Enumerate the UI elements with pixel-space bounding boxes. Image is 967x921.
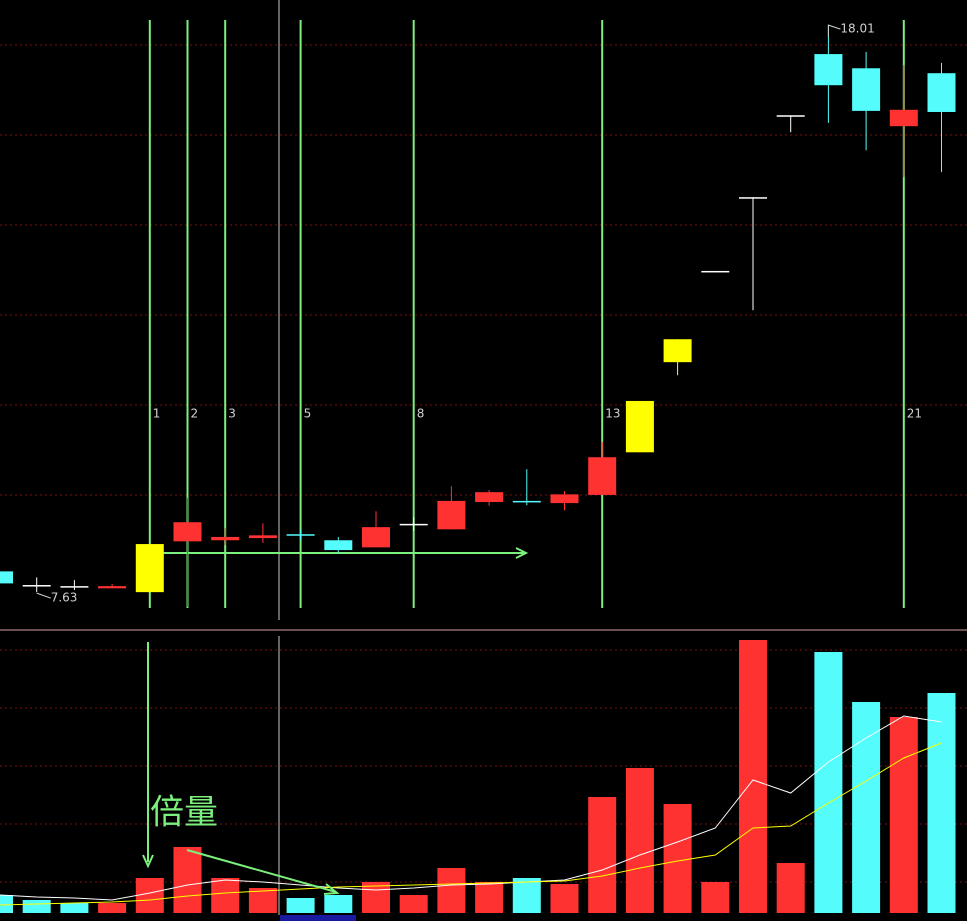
volume-bar <box>211 878 240 913</box>
candle-body <box>324 540 353 551</box>
fib-label: 2 <box>191 407 199 421</box>
volume-bar <box>22 900 51 913</box>
arrow-head <box>142 854 154 869</box>
candle-body <box>362 527 390 548</box>
candle-body <box>663 339 692 363</box>
volume-bar <box>852 702 881 913</box>
volume-bar <box>286 898 315 913</box>
candle-body <box>889 109 918 127</box>
volume-bar <box>0 895 13 913</box>
volume-bar <box>625 768 654 913</box>
volume-bar <box>98 903 127 913</box>
arrow-head <box>323 883 340 895</box>
candle-body <box>550 494 579 504</box>
label-arrow <box>827 24 841 38</box>
label-arrow <box>36 592 51 599</box>
arrow <box>186 849 337 893</box>
candle-body <box>22 585 51 587</box>
candle-body <box>625 400 654 453</box>
volume-bar <box>927 693 956 913</box>
candle-body <box>60 586 89 588</box>
status-strip <box>0 915 967 921</box>
candle-body <box>814 54 843 86</box>
volume-bar <box>889 717 918 913</box>
candle-body <box>173 522 202 542</box>
candle-body <box>739 197 767 199</box>
volume-bar <box>512 878 541 913</box>
candle-body <box>98 586 127 589</box>
candle-body <box>135 544 164 593</box>
volume-bar <box>776 863 805 913</box>
volume-average <box>0 742 942 906</box>
fib-label: 13 <box>605 407 620 421</box>
volume-bar <box>60 903 89 913</box>
volume-bar <box>399 895 428 913</box>
candle-body <box>776 115 805 117</box>
candle-body <box>512 500 541 503</box>
candle-body <box>437 500 466 530</box>
volume-bar <box>437 868 466 913</box>
volume-bar <box>663 804 692 913</box>
volume-bar <box>588 797 617 913</box>
volume-bar <box>362 882 390 913</box>
volume-bar <box>475 882 504 913</box>
volume-bar <box>739 640 767 913</box>
volume-average <box>0 715 942 901</box>
fib-label: 1 <box>153 407 161 421</box>
fib-label: 8 <box>417 407 425 421</box>
candle-body <box>399 523 428 526</box>
status-marker <box>280 915 356 921</box>
candle-body <box>852 68 881 111</box>
candle-body <box>927 73 956 112</box>
arrow-head <box>515 547 529 559</box>
fib-label: 3 <box>228 407 236 421</box>
low-label: 7.63 <box>51 591 78 605</box>
volume-bar <box>135 878 164 913</box>
candle-body <box>0 571 13 584</box>
volume-annotation: 倍量 <box>150 793 218 833</box>
fib-label: 21 <box>907 407 922 421</box>
high-label: 18.01 <box>840 22 874 36</box>
volume-bar <box>324 895 353 913</box>
candle-body <box>588 457 617 495</box>
volume-bar <box>550 884 579 913</box>
candle-body <box>211 536 240 541</box>
candle-body <box>701 270 730 273</box>
candle-body <box>248 535 277 539</box>
candle-body <box>475 492 504 503</box>
candle-body <box>286 534 315 536</box>
volume-bar <box>248 888 277 913</box>
fib-label: 5 <box>304 407 312 421</box>
volume-bar <box>173 847 202 913</box>
volume-bar <box>701 882 730 913</box>
volume-bar <box>814 652 843 913</box>
